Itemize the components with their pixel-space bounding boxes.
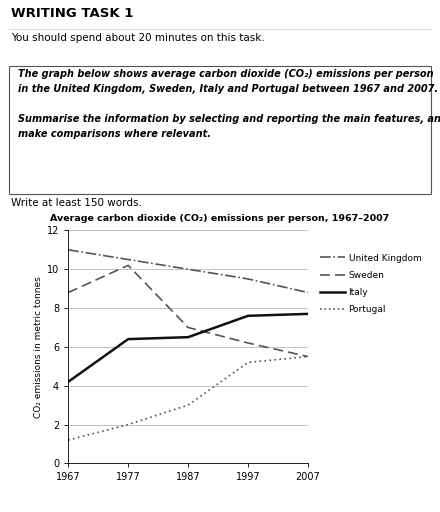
Text: The graph below shows average carbon dioxide (CO₂) emissions per person
in the U: The graph below shows average carbon dio… bbox=[18, 69, 440, 139]
Text: You should spend about 20 minutes on this task.: You should spend about 20 minutes on thi… bbox=[11, 33, 265, 43]
Y-axis label: CO₂ emissions in metric tonnes: CO₂ emissions in metric tonnes bbox=[33, 276, 43, 418]
FancyBboxPatch shape bbox=[9, 66, 431, 194]
Text: Average carbon dioxide (CO₂) emissions per person, 1967–2007: Average carbon dioxide (CO₂) emissions p… bbox=[50, 214, 390, 223]
Legend: United Kingdom, Sweden, Italy, Portugal: United Kingdom, Sweden, Italy, Portugal bbox=[320, 253, 422, 314]
Text: WRITING TASK 1: WRITING TASK 1 bbox=[11, 7, 133, 19]
Text: Write at least 150 words.: Write at least 150 words. bbox=[11, 198, 142, 208]
